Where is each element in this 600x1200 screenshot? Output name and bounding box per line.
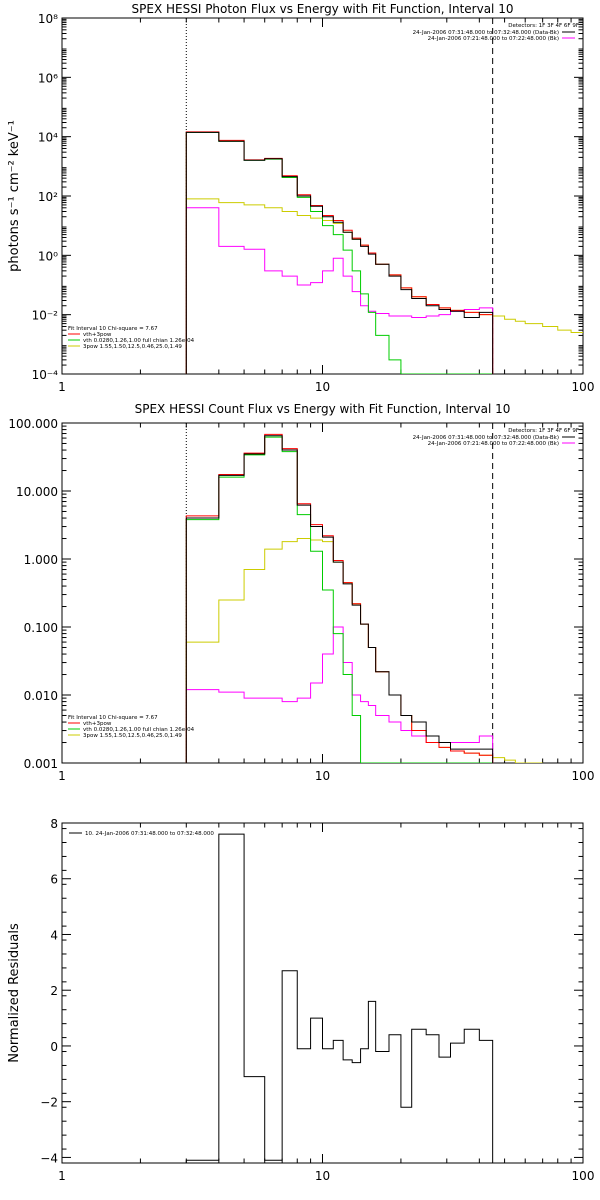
x-tick-label: 1 <box>58 769 66 783</box>
y-axis-label: photons s⁻¹ cm⁻² keV⁻¹ <box>7 120 22 272</box>
x-tick-label: 10 <box>315 380 330 394</box>
legend-header: Detectors: 1F 3F 4F 6F 9F <box>508 428 579 434</box>
legend-fit-header: Fit Interval 10 Chi-square = 7.67 <box>68 326 158 332</box>
series-3pow-line <box>185 198 494 374</box>
x-tick-label: 100 <box>572 769 595 783</box>
legend-entry-text: 24-Jan-2006 07:21:48.000 to 07:22:48.000… <box>428 36 559 42</box>
y-tick-label: −2 <box>40 1096 58 1110</box>
legend-entry-text: 3pow 1.55,1.50,12.5,0.46,25.0,1.49 <box>83 733 182 739</box>
x-tick-label: 1 <box>58 380 66 394</box>
y-tick-label: 8 <box>50 817 58 831</box>
series-vth-3pow-line <box>185 433 494 763</box>
series-vth-line <box>185 436 493 763</box>
x-tick-label: 1 <box>58 1169 66 1183</box>
legend-entry-text: vth 0.0280,1.26,1.00 full chian 1.26e-04 <box>83 338 195 344</box>
x-tick-label: 100 <box>572 380 595 394</box>
y-tick-label: 2 <box>50 984 58 998</box>
y-tick-label: 10.000 <box>16 485 58 499</box>
series-residuals-line <box>185 833 494 1163</box>
legend-entry-text: 24-Jan-2006 07:21:48.000 to 07:22:48.000… <box>428 441 559 447</box>
legend-entry-text: vth 0.0280,1.26,1.00 full chian 1.26e-04 <box>83 727 195 733</box>
chart-title: SPEX HESSI Count Flux vs Energy with Fit… <box>135 402 511 416</box>
y-tick-label: 10⁻² <box>32 309 59 323</box>
y-tick-label: 4 <box>50 928 58 942</box>
plot-frame <box>61 422 584 764</box>
y-tick-label: 10⁶ <box>38 71 58 85</box>
legend-entry-text: 24-Jan-2006 07:31:48.000 to 07:32:48.000… <box>413 30 559 36</box>
y-tick-label: −4 <box>40 1151 58 1165</box>
series-3pow-line <box>185 538 494 763</box>
legend-entry-text: 10. 24-Jan-2006 07:31:48.000 to 07:32:48… <box>85 831 214 837</box>
legend-entry-text: vth+3pow <box>83 721 112 727</box>
y-tick-label: 0.010 <box>24 689 58 703</box>
y-axis-label: Normalized Residuals <box>7 923 22 1063</box>
y-tick-label: 0.001 <box>24 757 58 771</box>
series-vth-3pow-line <box>185 131 494 374</box>
series-3pow-extension-line <box>492 315 583 334</box>
y-tick-label: 10⁴ <box>38 131 58 145</box>
series-data-bk-line <box>185 435 494 763</box>
chart-panel-3: 1 10 100 −4 −2 0 2 4 6 8 Normalized Residuals 10. 2… <box>7 817 594 1183</box>
x-tick-label: 10 <box>315 769 330 783</box>
series-3pow-extension-line <box>492 757 543 763</box>
legend-fit-header: Fit Interval 10 Chi-square = 7.67 <box>68 715 158 721</box>
y-tick-label: 100.000 <box>8 417 58 431</box>
chart-title: SPEX HESSI Photon Flux vs Energy with Fi… <box>132 2 514 16</box>
y-tick-label: 0 <box>50 1040 58 1054</box>
y-tick-label: 10⁻⁴ <box>32 368 59 382</box>
legend-header: Detectors: 1F 3F 4F 6F 9F <box>508 23 579 29</box>
legend-entry-text: vth+3pow <box>83 332 112 338</box>
y-tick-label: 6 <box>50 873 58 887</box>
y-tick-label: 10⁰ <box>38 249 58 263</box>
series-data-bk-line <box>185 131 494 374</box>
series-vth-line <box>185 131 493 374</box>
legend-entry-text: 24-Jan-2006 07:31:48.000 to 07:32:48.000… <box>413 435 559 441</box>
x-tick-label: 10 <box>315 1169 330 1183</box>
y-tick-label: 10⁸ <box>38 12 58 26</box>
plot-frame <box>61 822 584 1164</box>
y-tick-label: 0.100 <box>24 621 58 635</box>
chart-panel-1: SPEX HESSI Photon Flux vs Energy with Fi… <box>7 2 594 394</box>
x-tick-label: 100 <box>572 1169 595 1183</box>
series-background-line <box>185 207 494 374</box>
chart-panel-2: SPEX HESSI Count Flux vs Energy with Fit… <box>8 402 594 783</box>
plot-frame <box>61 17 584 375</box>
y-tick-label: 10² <box>38 190 58 204</box>
legend-entry-text: 3pow 1.55,1.50,12.5,0.46,25.0,1.49 <box>83 344 182 350</box>
y-tick-label: 1.000 <box>24 553 58 567</box>
